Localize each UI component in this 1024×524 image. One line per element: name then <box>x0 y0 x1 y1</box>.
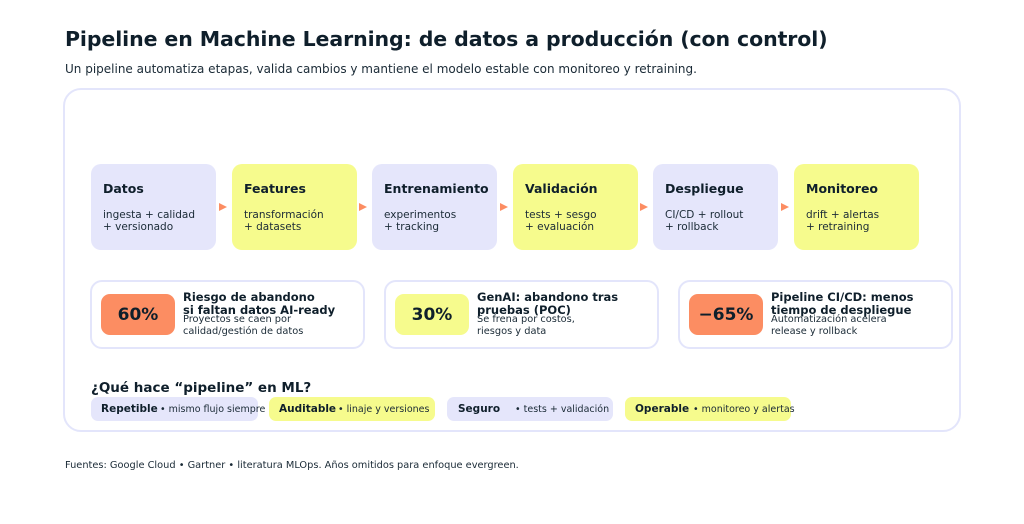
arrow-right-icon <box>359 203 367 211</box>
stage-features: Features transformación + datasets <box>232 164 357 250</box>
stage-title: Despliegue <box>665 181 744 196</box>
stat-card-cicd: −65% Pipeline CI/CD: menos tiempo de des… <box>678 280 953 349</box>
chip-seguro <box>447 397 613 421</box>
sources-footer: Fuentes: Google Cloud • Gartner • litera… <box>65 460 519 471</box>
stat-value-badge: 60% <box>101 294 175 335</box>
chip-auditable <box>269 397 435 421</box>
page-subtitle: Un pipeline automatiza etapas, valida ca… <box>65 62 697 76</box>
stat-card-data-risk: 60% Riesgo de abandono si faltan datos A… <box>90 280 365 349</box>
stage-desc: CI/CD + rollout + rollback <box>665 209 744 233</box>
chip-label: Seguro <box>458 403 501 415</box>
chip-desc: • monitoreo y alertas <box>693 404 795 415</box>
stage-desc: experimentos + tracking <box>384 209 457 233</box>
stat-headline: Riesgo de abandono si faltan datos AI-re… <box>183 290 336 317</box>
stat-detail: Proyectos se caen por calidad/gestión de… <box>183 314 304 337</box>
stat-detail: Se frena por costos, riesgos y data <box>477 314 575 337</box>
stat-value-badge: −65% <box>689 294 763 335</box>
chip-desc: • tests + validación <box>515 404 610 415</box>
stat-card-genai: 30% GenAI: abandono tras pruebas (POC) S… <box>384 280 659 349</box>
stage-validacion: Validación tests + sesgo + evaluación <box>513 164 638 250</box>
stage-desc: drift + alertas + retraining <box>806 209 880 233</box>
stage-desc: tests + sesgo + evaluación <box>525 209 597 233</box>
section-title: ¿Qué hace “pipeline” en ML? <box>91 380 312 396</box>
stat-headline: Pipeline CI/CD: menos tiempo de desplieg… <box>771 290 914 317</box>
arrow-right-icon <box>219 203 227 211</box>
pipeline-panel <box>63 88 961 432</box>
chip-label: Auditable <box>279 403 337 415</box>
arrow-right-icon <box>781 203 789 211</box>
arrow-right-icon <box>640 203 648 211</box>
stage-title: Datos <box>103 181 144 196</box>
stage-monitoreo: Monitoreo drift + alertas + retraining <box>794 164 919 250</box>
chip-desc: • linaje y versiones <box>338 404 430 415</box>
stage-desc: ingesta + calidad + versionado <box>103 209 195 233</box>
chip-desc: • mismo flujo siempre <box>160 404 266 415</box>
chip-label: Operable <box>635 403 690 415</box>
stage-datos: Datos ingesta + calidad + versionado <box>91 164 216 250</box>
arrow-right-icon <box>500 203 508 211</box>
stage-title: Monitoreo <box>806 181 879 196</box>
stage-entrenamiento: Entrenamiento experimentos + tracking <box>372 164 497 250</box>
stage-title: Features <box>244 181 306 196</box>
stage-title: Validación <box>525 181 598 196</box>
stage-title: Entrenamiento <box>384 181 489 196</box>
chip-label: Repetible <box>101 403 158 415</box>
chip-operable <box>625 397 791 421</box>
stat-detail: Automatización acelera release y rollbac… <box>771 314 887 337</box>
page-title: Pipeline en Machine Learning: de datos a… <box>65 27 828 51</box>
chip-repetible <box>91 397 258 421</box>
stat-headline: GenAI: abandono tras pruebas (POC) <box>477 290 619 317</box>
stage-despliegue: Despliegue CI/CD + rollout + rollback <box>653 164 778 250</box>
stage-desc: transformación + datasets <box>244 209 324 233</box>
stat-value-badge: 30% <box>395 294 469 335</box>
